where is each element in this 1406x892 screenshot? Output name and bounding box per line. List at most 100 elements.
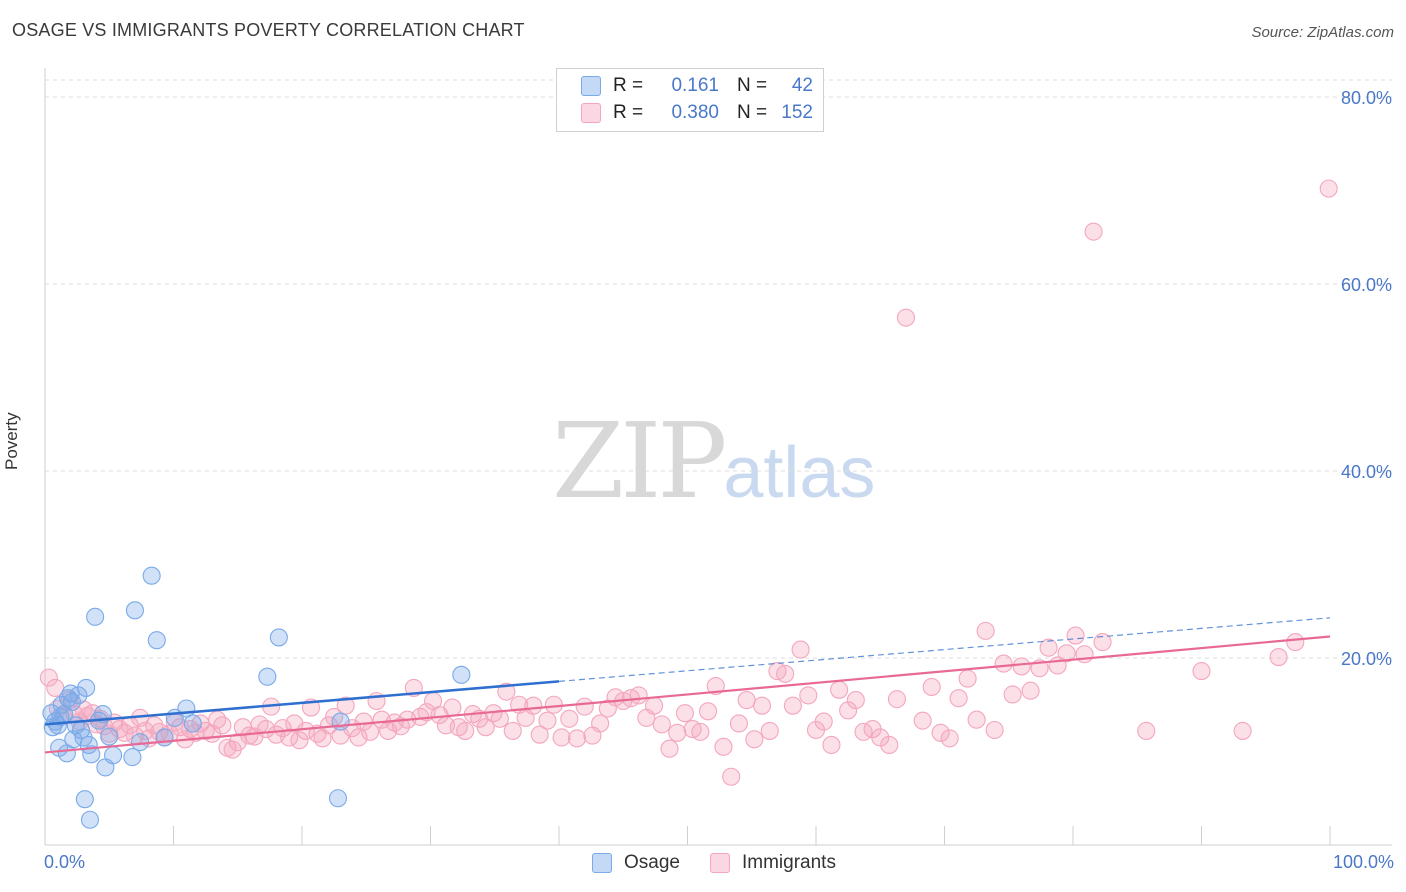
watermark: ZIPatlas (552, 400, 875, 522)
immigrants-point (714, 737, 733, 756)
osage-swatch (581, 76, 601, 96)
immigrants-point (538, 711, 557, 730)
immigrants-point (567, 729, 587, 748)
osage-point (123, 748, 142, 767)
n-value: 42 (791, 75, 813, 96)
immigrants-point (1286, 633, 1305, 652)
x-tick-label-min: 0.0% (44, 852, 86, 872)
osage-point (80, 810, 100, 829)
immigrants-point (913, 711, 932, 730)
osage-trend-extension (558, 617, 1331, 682)
osage-point (452, 665, 471, 684)
osage-point (155, 728, 174, 747)
immigrants-point (814, 712, 833, 731)
legend-item-osage: Osage (592, 852, 680, 874)
immigrants-point (871, 728, 890, 747)
immigrants-point (530, 725, 549, 744)
legend-label-osage: Osage (624, 852, 680, 873)
immigrants-point (949, 689, 968, 708)
immigrants-point (940, 729, 959, 748)
osage-trend-line (44, 680, 560, 726)
immigrants-point (967, 710, 986, 729)
immigrants-point (213, 716, 232, 735)
immigrants-point (1003, 685, 1022, 704)
immigrants-point (476, 718, 495, 737)
osage-point (331, 712, 350, 731)
immigrants-point (822, 735, 841, 755)
immigrants-point (629, 686, 648, 705)
immigrants-point (1093, 633, 1112, 652)
immigrants-point (830, 680, 849, 699)
r-label: R = (613, 102, 644, 123)
immigrants-point (497, 682, 516, 701)
immigrants-point (722, 767, 741, 786)
osage-point (183, 714, 202, 733)
y-tick-label: 60.0% (1341, 275, 1392, 295)
immigrants-point (1137, 721, 1156, 740)
osage-point (131, 733, 150, 752)
immigrants-point (1269, 648, 1288, 667)
immigrants-point (1021, 681, 1040, 700)
immigrants-point (591, 714, 610, 733)
immigrants-point (691, 722, 710, 741)
immigrants-point (1057, 644, 1076, 663)
r-value: 0.380 (671, 102, 719, 123)
immigrants-point (456, 721, 475, 740)
osage-point (75, 790, 94, 809)
immigrants-point (645, 696, 664, 715)
osage-point (258, 667, 277, 686)
legend-row-immigrants: R = 0.380 N = 152 (581, 100, 813, 126)
n-label: N = (737, 102, 768, 123)
y-tick-label: 80.0% (1341, 88, 1392, 108)
immigrants-point (976, 621, 995, 640)
stats-legend: R = 0.161 N = 42 R = 0.380 N = 152 (556, 68, 824, 132)
legend-row-osage: R = 0.161 N = 42 (581, 73, 813, 99)
osage-point (77, 678, 96, 697)
r-label: R = (613, 75, 644, 96)
immigrants-point (503, 721, 522, 740)
osage-legend-swatch (592, 853, 612, 873)
series-legend: Osage Immigrants (592, 852, 866, 874)
x-tick-label-max: 100.0% (1332, 852, 1394, 872)
watermark-atlas: atlas (723, 433, 876, 513)
immigrants-point (729, 714, 748, 733)
immigrants-point (552, 728, 571, 747)
chart-title: OSAGE VS IMMIGRANTS POVERTY CORRELATION … (12, 20, 525, 40)
immigrants-point (846, 691, 865, 710)
immigrants-point (839, 701, 858, 720)
osage-point (62, 692, 82, 711)
y-tick-label: 20.0% (1341, 649, 1392, 669)
immigrants-point (660, 739, 679, 758)
osage-point (147, 631, 166, 650)
immigrants-point (39, 668, 58, 687)
immigrants-point (958, 669, 977, 688)
osage-point (142, 566, 161, 585)
immigrants-point (760, 721, 779, 740)
immigrants-point (524, 696, 543, 715)
immigrants-point (1012, 657, 1031, 676)
legend-item-immigrants: Immigrants (709, 852, 836, 874)
immigrants-trend-line (44, 635, 1331, 754)
legend-label-immigrants: Immigrants (741, 852, 836, 873)
immigrants-legend-swatch (709, 853, 730, 873)
source-label: Source: ZipAtlas.com (1251, 24, 1394, 41)
immigrants-point (544, 695, 563, 714)
n-label: N = (737, 75, 768, 96)
immigrants-point (745, 730, 764, 749)
immigrants-point (668, 723, 687, 742)
immigrants-point (799, 686, 818, 705)
immigrants-point (575, 697, 594, 716)
immigrants-point (1192, 662, 1211, 681)
osage-point (104, 746, 123, 765)
y-tick-label: 40.0% (1341, 462, 1392, 482)
immigrants-point (699, 702, 718, 721)
osage-point (69, 686, 88, 705)
osage-point (86, 607, 105, 626)
n-value: 152 (781, 102, 813, 123)
immigrants-point (931, 723, 950, 742)
immigrants-point (313, 729, 332, 748)
immigrants-point (1319, 179, 1338, 198)
immigrants-point (391, 717, 410, 736)
r-value: 0.161 (671, 75, 719, 96)
